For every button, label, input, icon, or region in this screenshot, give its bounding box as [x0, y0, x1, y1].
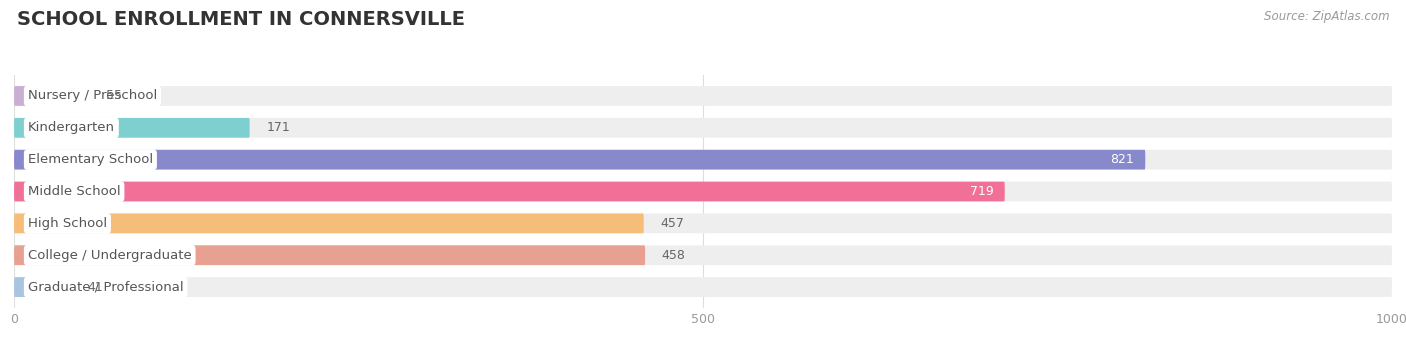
Text: Graduate / Professional: Graduate / Professional	[28, 280, 183, 293]
Text: 55: 55	[107, 90, 122, 103]
FancyBboxPatch shape	[14, 213, 1392, 233]
FancyBboxPatch shape	[14, 86, 1392, 106]
Text: 171: 171	[266, 121, 290, 134]
Text: High School: High School	[28, 217, 107, 230]
Text: 719: 719	[970, 185, 994, 198]
Text: Nursery / Preschool: Nursery / Preschool	[28, 90, 157, 103]
FancyBboxPatch shape	[14, 277, 1392, 297]
Text: Kindergarten: Kindergarten	[28, 121, 115, 134]
FancyBboxPatch shape	[14, 213, 644, 233]
Text: College / Undergraduate: College / Undergraduate	[28, 249, 191, 262]
FancyBboxPatch shape	[14, 118, 250, 138]
FancyBboxPatch shape	[14, 245, 1392, 265]
FancyBboxPatch shape	[14, 150, 1392, 170]
Text: Source: ZipAtlas.com: Source: ZipAtlas.com	[1264, 10, 1389, 23]
Text: 41: 41	[87, 280, 103, 293]
Text: 821: 821	[1111, 153, 1135, 166]
FancyBboxPatch shape	[14, 86, 90, 106]
Text: SCHOOL ENROLLMENT IN CONNERSVILLE: SCHOOL ENROLLMENT IN CONNERSVILLE	[17, 10, 465, 29]
FancyBboxPatch shape	[14, 182, 1392, 201]
Text: Middle School: Middle School	[28, 185, 121, 198]
Text: 458: 458	[662, 249, 686, 262]
Text: Elementary School: Elementary School	[28, 153, 153, 166]
FancyBboxPatch shape	[14, 245, 645, 265]
FancyBboxPatch shape	[14, 150, 1146, 170]
FancyBboxPatch shape	[14, 182, 1005, 201]
FancyBboxPatch shape	[14, 277, 70, 297]
Text: 457: 457	[661, 217, 685, 230]
FancyBboxPatch shape	[14, 118, 1392, 138]
